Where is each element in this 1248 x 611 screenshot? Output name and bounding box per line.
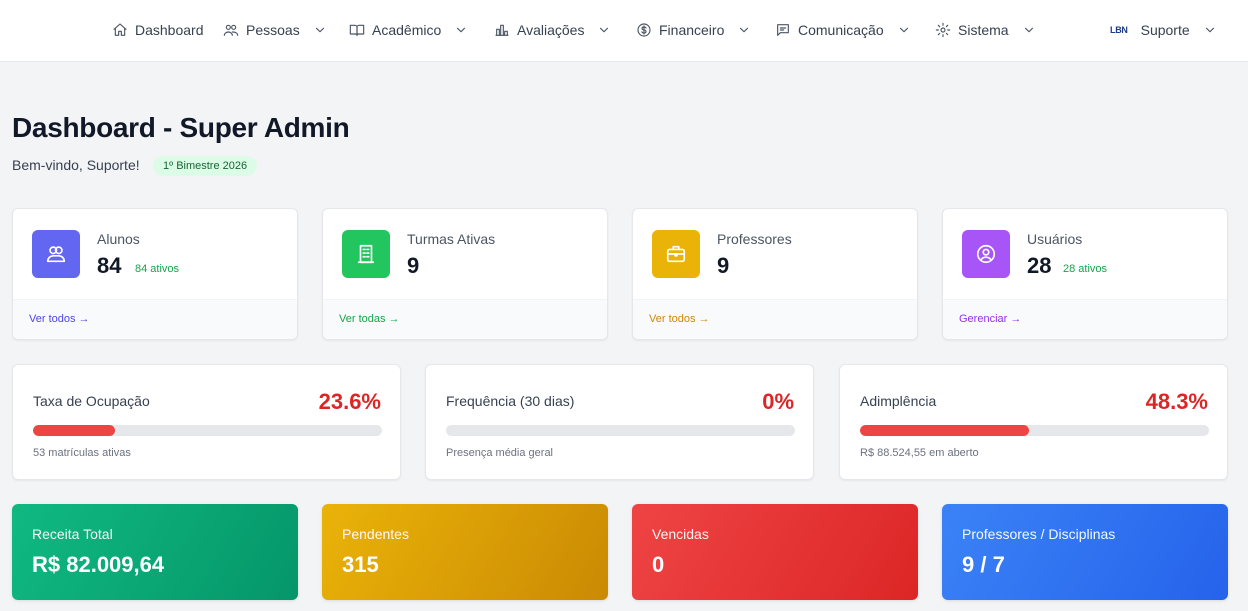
nav-sistema-label: Sistema [958,22,1009,38]
progress-track [33,425,382,436]
stat-value: 28 [1027,253,1052,278]
metric-value: 48.3% [1145,389,1208,414]
brand-logo: LBN [1110,25,1128,35]
nav-comunicacao[interactable]: Comunicação [775,18,911,42]
finance-label: Receita Total [32,526,113,542]
gerenciar-usuarios-link[interactable]: Gerenciar → [959,313,1022,325]
nav-dashboard-label: Dashboard [135,22,204,38]
metric-card-adimplencia: Adimplência 48.3% R$ 88.524,55 em aberto [839,364,1228,480]
ver-todos-professores-link[interactable]: Ver todos → [649,313,710,325]
finance-label: Vencidas [652,526,709,542]
briefcase-icon [666,245,686,263]
chevron-down-icon [1024,27,1033,33]
stat-label: Turmas Ativas [407,231,496,247]
metric-card-ocupacao: Taxa de Ocupação 23.6% 53 matrículas ati… [12,364,401,480]
finance-value: 9 / 7 [962,552,1005,577]
nav-academico[interactable]: Acadêmico [349,18,468,42]
period-badge: 1º Bimestre 2026 [153,156,258,176]
nav-dashboard[interactable]: Dashboard [112,18,204,42]
page-title: Dashboard - Super Admin [12,112,350,143]
nav-avaliacoes[interactable]: Avaliações [494,18,611,42]
users-icon [46,246,66,263]
finance-value: 315 [342,552,379,577]
finance-value: 0 [652,552,665,577]
nav-avaliacoes-label: Avaliações [517,22,585,38]
home-icon [113,23,127,36]
ver-todos-alunos-link[interactable]: Ver todos → [29,313,90,325]
metric-value: 0% [762,389,794,414]
finance-card-vencidas: Vencidas 0 [632,504,918,600]
chevron-down-icon [740,27,749,33]
bar-chart-icon [495,24,509,36]
metric-note: R$ 88.524,55 em aberto [860,447,979,459]
stat-card-usuarios: Usuários 28 28 ativos Gerenciar → [942,208,1228,340]
metric-card-frequencia: Frequência (30 dias) 0% Presença média g… [425,364,814,480]
stat-sub: 84 ativos [135,263,180,275]
progress-track [446,425,795,436]
stat-footer: Ver todos → [633,299,917,339]
dollar-circle-icon [637,23,651,37]
stat-value: 84 [97,253,122,278]
nav-financeiro[interactable]: Financeiro [636,18,751,42]
metric-value: 23.6% [318,389,381,414]
stat-label: Alunos [97,231,140,247]
nav-pessoas[interactable]: Pessoas [223,18,327,42]
progress-track [860,425,1209,436]
stat-card-professores: Professores 9 Ver todos → [632,208,918,340]
user-menu[interactable]: LBN Suporte [1110,18,1217,42]
nav-pessoas-label: Pessoas [246,22,300,38]
progress-fill [860,425,1029,436]
stat-sub: 28 ativos [1063,263,1108,275]
nav-comunicacao-label: Comunicação [798,22,884,38]
stat-footer: Gerenciar → [943,299,1227,339]
user-circle-icon [976,244,996,264]
metric-label: Taxa de Ocupação [33,393,150,409]
stat-label: Usuários [1027,231,1083,247]
chat-icon [777,24,789,36]
stat-card-turmas: Turmas Ativas 9 Ver todas → [322,208,608,340]
stat-value: 9 [717,253,730,278]
metric-note: Presença média geral [446,447,554,459]
finance-card-pendentes: Pendentes 315 [322,504,608,600]
finance-card-receita: Receita Total R$ 82.009,64 [12,504,298,600]
progress-fill [33,425,116,436]
chevron-down-icon [1205,27,1214,33]
metric-note: 53 matrículas ativas [33,447,131,459]
ver-todas-turmas-link[interactable]: Ver todas → [339,313,400,325]
nav-financeiro-label: Financeiro [659,22,725,38]
stat-card-alunos: Alunos 84 84 ativos Ver todos → [12,208,298,340]
stat-value: 9 [407,253,420,278]
building-icon [357,244,375,264]
people-icon [223,24,239,36]
metric-label: Frequência (30 dias) [446,393,575,409]
stat-icon-box [32,230,80,278]
welcome-text: Bem-vindo, Suporte! [12,157,140,173]
top-navigation: Dashboard Pessoas Acadêmico Avaliações F… [0,0,1248,62]
book-icon [349,24,365,36]
chevron-down-icon [899,27,908,33]
gear-icon [935,22,951,38]
finance-card-professores-disciplinas: Professores / Disciplinas 9 / 7 [942,504,1228,600]
nav-sistema[interactable]: Sistema [935,18,1036,42]
stat-label: Professores [717,231,792,247]
stat-icon-box [342,230,390,278]
stat-footer: Ver todos → [13,299,297,339]
stat-icon-box [652,230,700,278]
chevron-down-icon [315,27,324,33]
finance-label: Professores / Disciplinas [962,526,1116,542]
metric-label: Adimplência [860,393,937,409]
finance-value: R$ 82.009,64 [32,552,165,577]
user-name: Suporte [1140,22,1190,38]
chevron-down-icon [457,27,466,33]
chevron-down-icon [600,27,609,33]
stat-footer: Ver todas → [323,299,607,339]
stat-icon-box [962,230,1010,278]
nav-academico-label: Acadêmico [372,22,442,38]
finance-label: Pendentes [342,526,409,542]
